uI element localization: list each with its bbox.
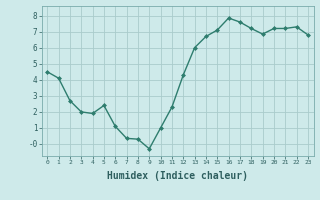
X-axis label: Humidex (Indice chaleur): Humidex (Indice chaleur) — [107, 171, 248, 181]
